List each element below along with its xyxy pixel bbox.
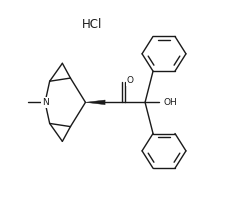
Text: N: N: [42, 98, 49, 107]
Polygon shape: [85, 100, 105, 105]
Text: O: O: [126, 76, 133, 85]
Text: HCl: HCl: [82, 18, 103, 31]
Text: OH: OH: [164, 98, 177, 107]
